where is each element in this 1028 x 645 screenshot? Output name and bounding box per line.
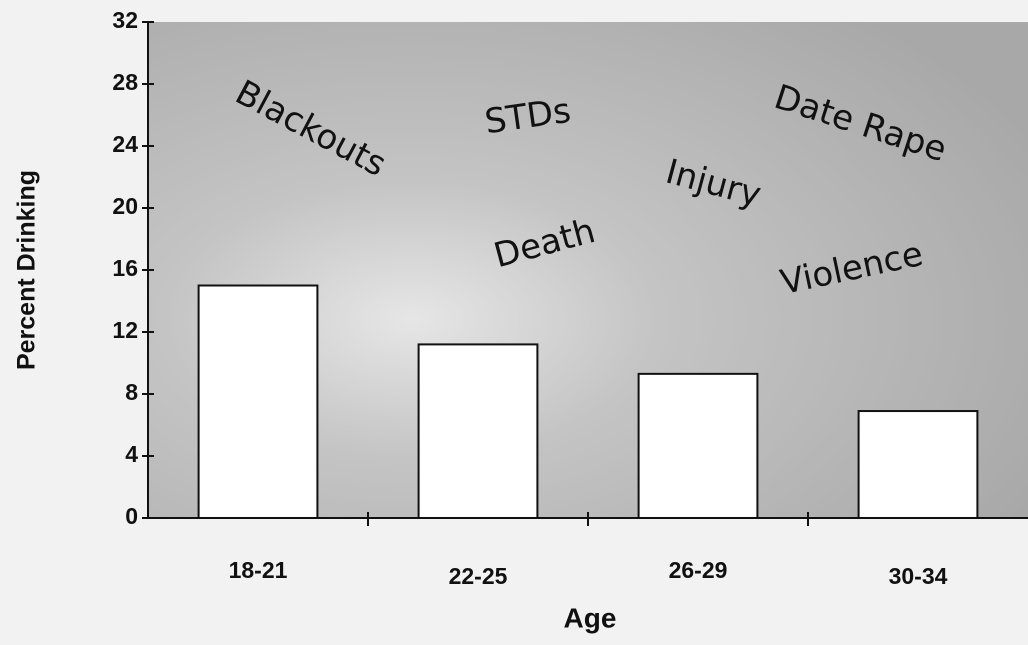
y-tick-label: 0: [125, 503, 138, 529]
bar: [857, 410, 979, 519]
y-tick-label: 4: [125, 441, 138, 467]
bar: [637, 372, 759, 519]
y-tick-label: 16: [112, 255, 138, 281]
x-tick-label: 30-34: [889, 563, 948, 589]
y-tick-label: 24: [112, 131, 138, 157]
y-tick-label: 28: [112, 69, 138, 95]
y-tick-label: 8: [125, 379, 138, 405]
x-axis-label: Age: [564, 602, 617, 633]
bar: [417, 343, 539, 519]
x-tick-label: 18-21: [229, 557, 288, 583]
y-axis-label: Percent Drinking: [13, 170, 41, 370]
bar: [197, 284, 319, 519]
y-tick-label: 32: [112, 7, 138, 33]
x-tick-label: 26-29: [669, 557, 728, 583]
y-tick-label: 12: [112, 317, 138, 343]
y-tick-label: 20: [112, 193, 138, 219]
x-tick-label: 22-25: [449, 563, 508, 589]
